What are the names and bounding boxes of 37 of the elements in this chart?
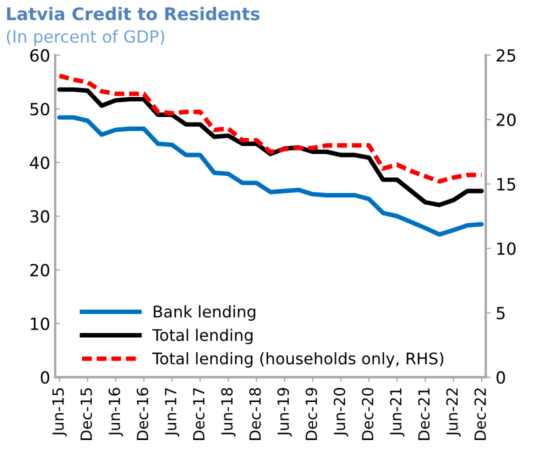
x-tick-label: Dec-16 [136, 388, 148, 440]
x-tick-label: Jun-20 [334, 388, 348, 437]
x-tick-label: Jun-16 [108, 388, 123, 437]
y2-tick-label: 5 [496, 306, 505, 320]
x-tick-label: Jun-21 [390, 388, 404, 437]
y2-tick-label: 0 [496, 371, 505, 384]
y2-tick-label: 15 [497, 178, 516, 191]
y-tick-label: 10 [30, 317, 50, 330]
line-series [57, 87, 484, 208]
y-tick-label: 60 [30, 49, 50, 62]
x-tick-label: Jun-22 [446, 388, 461, 437]
y2-tick-label: 20 [496, 114, 516, 126]
x-tick-label: Dec-21 [418, 388, 430, 440]
y-tick-label: 50 [30, 102, 50, 116]
legend-label: Total lending [152, 328, 252, 344]
x-tick-label: Dec-22 [474, 388, 486, 440]
chart-subtitle: (In percent of GDP) [6, 30, 164, 46]
y-tick-label: 40 [30, 156, 50, 170]
line-series [57, 74, 484, 184]
y-tick-label: 20 [30, 264, 50, 276]
chart-title: Latvia Credit to Residents [7, 6, 260, 20]
legend-label: Bank lending [154, 305, 256, 321]
x-tick-label: Dec-18 [249, 388, 261, 440]
x-tick-label: Dec-17 [193, 388, 205, 440]
y-tick-label: 30 [30, 210, 50, 223]
x-tick-label: Jun-18 [221, 388, 236, 437]
y-tick-label: 0 [40, 371, 50, 384]
line-series [57, 115, 484, 237]
x-tick-label: Dec-20 [362, 388, 374, 440]
x-tick-label: Jun-17 [165, 388, 180, 437]
y2-tick-label: 10 [497, 242, 516, 255]
x-tick-label: Dec-15 [80, 388, 92, 440]
x-tick-label: Jun-15 [52, 388, 67, 437]
x-tick-label: Dec-19 [306, 388, 318, 440]
y2-tick-label: 25 [496, 49, 516, 62]
x-tick-label: Jun-19 [277, 388, 292, 437]
legend-label: Total lending (households only, RHS) [152, 352, 444, 368]
